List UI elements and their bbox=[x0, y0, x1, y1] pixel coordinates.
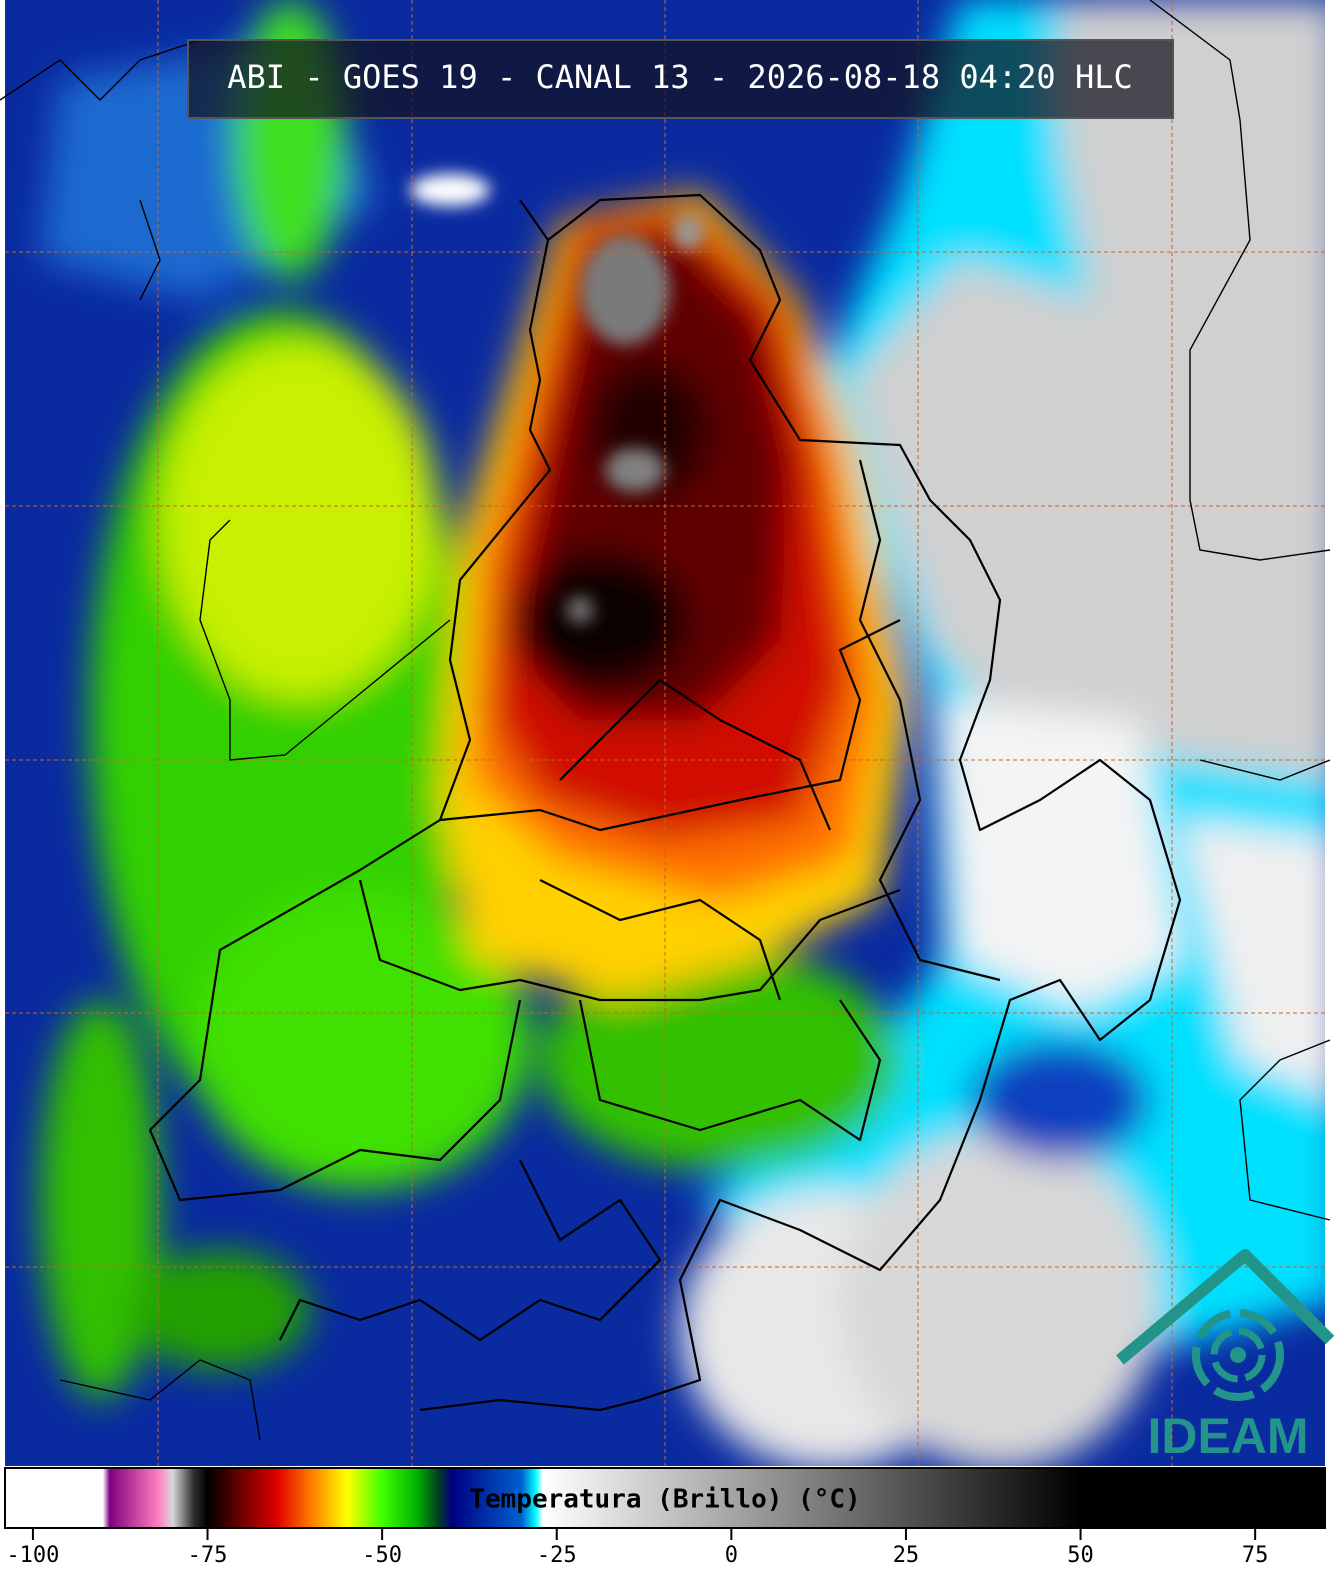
colorbar bbox=[4, 1467, 1326, 1529]
borders bbox=[148, 193, 1182, 1412]
tick-label: -25 bbox=[537, 1543, 577, 1568]
colorbar-ticks: -100 -75 -50 -25 0 25 50 75 bbox=[6, 1528, 1268, 1568]
tick-label: 50 bbox=[1067, 1543, 1094, 1568]
graticule bbox=[5, 0, 1325, 1466]
tick-label: -50 bbox=[362, 1543, 402, 1568]
colorbar-label: Temperatura (Brillo) (°C) bbox=[469, 1485, 860, 1515]
tick-label: -100 bbox=[6, 1543, 59, 1568]
title: ABI - GOES 19 - CANAL 13 - 2026-08-18 04… bbox=[227, 58, 1132, 96]
logo: IDEAM bbox=[1116, 1249, 1335, 1464]
tick-label: -75 bbox=[188, 1543, 228, 1568]
title-box bbox=[187, 39, 1174, 119]
tick-label: 0 bbox=[725, 1543, 738, 1568]
tick-label: 25 bbox=[893, 1543, 920, 1568]
thin-borders bbox=[0, 0, 1331, 1441]
tick-label: 75 bbox=[1242, 1543, 1269, 1568]
imagery bbox=[5, 0, 1325, 1466]
logo-text: IDEAM bbox=[1147, 1408, 1308, 1464]
